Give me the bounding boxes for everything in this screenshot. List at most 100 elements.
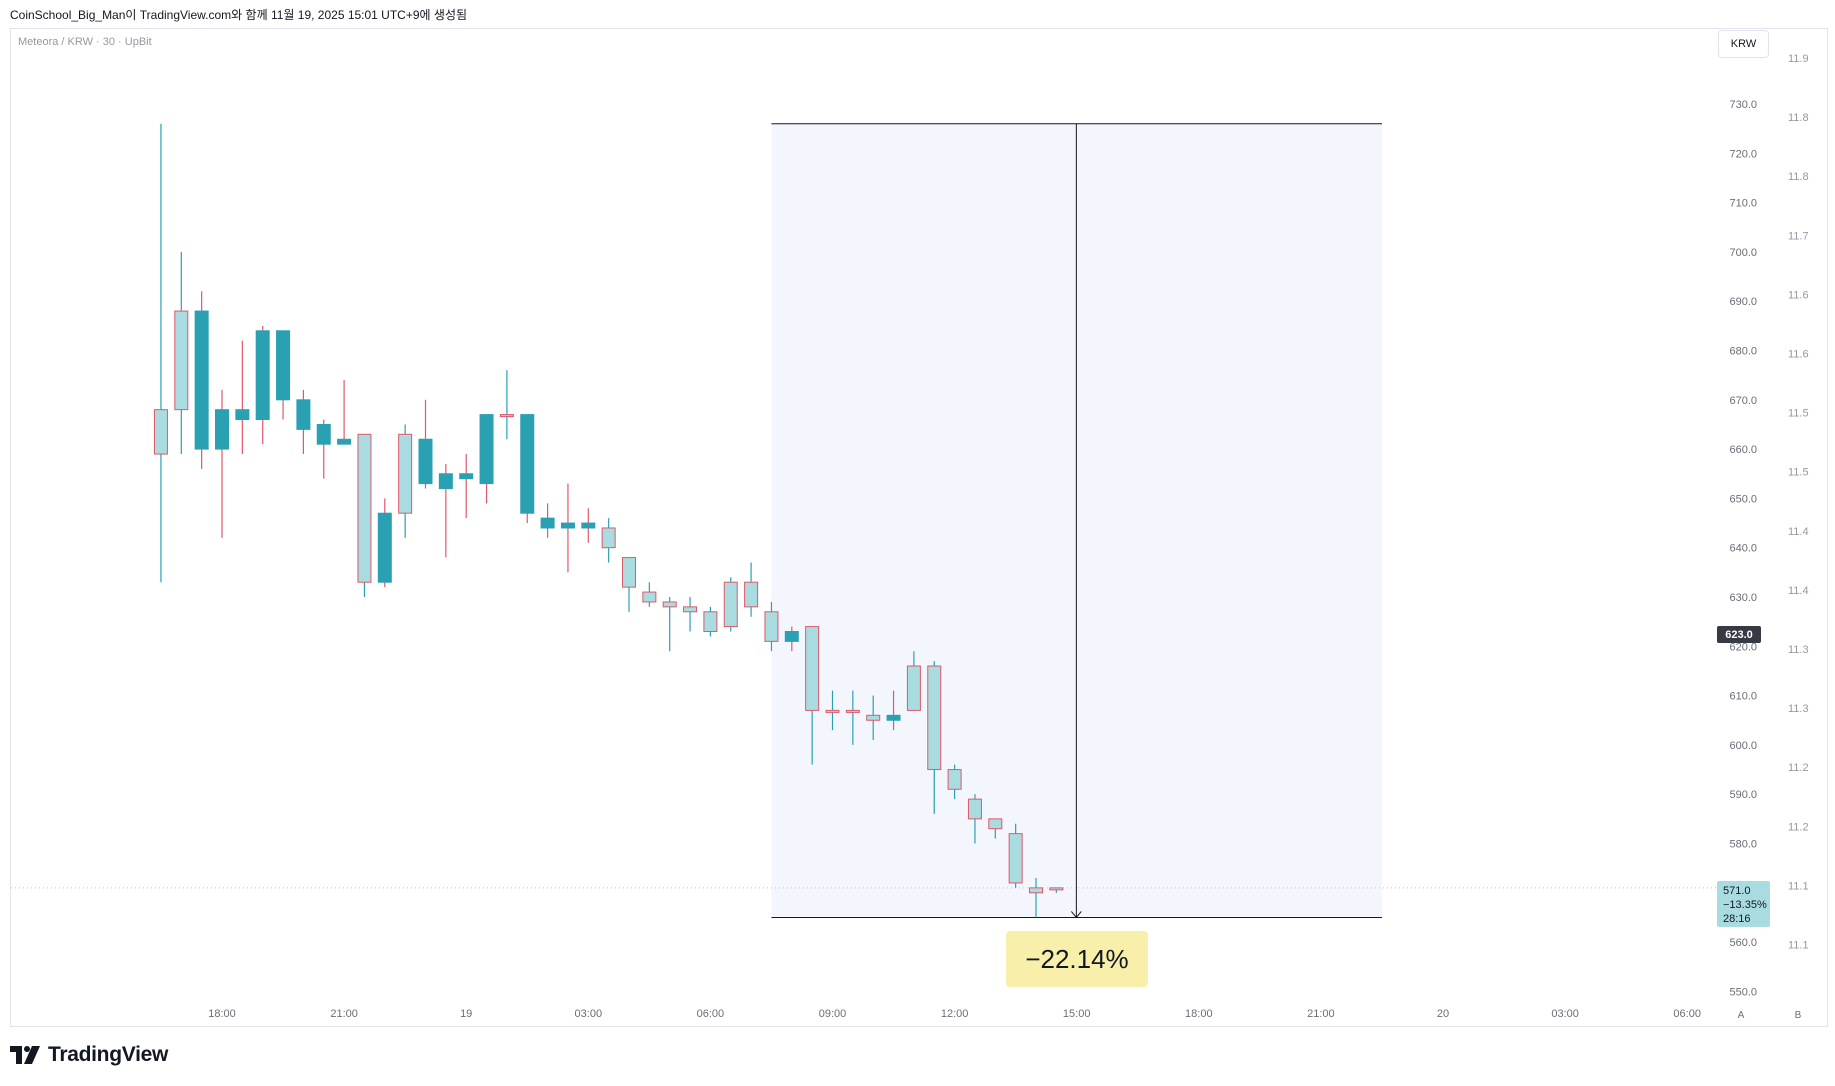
candle-body xyxy=(479,414,494,485)
price-axis[interactable]: 730.0 720.0 710.0 700.0 690.0 680.0 670.0 660.0… xyxy=(1729,99,1757,998)
candle-body xyxy=(622,557,636,588)
log-tick-label: 11.2 xyxy=(1788,821,1809,833)
candle xyxy=(825,690,840,731)
last-price-label: 571.0 −13.35% 28:16 xyxy=(1717,881,1770,927)
candle xyxy=(866,695,881,740)
candle xyxy=(805,626,820,765)
candle-body xyxy=(459,473,474,480)
candle xyxy=(886,690,901,731)
x-tick-label: 03:00 xyxy=(575,1008,603,1020)
candle xyxy=(662,597,677,652)
y-tick-label: 590.0 xyxy=(1729,789,1757,801)
candle-body xyxy=(438,473,453,490)
y-tick-label: 630.0 xyxy=(1729,592,1757,604)
x-tick-label: 03:00 xyxy=(1551,1008,1579,1020)
log-tick-label: 11.3 xyxy=(1788,644,1809,656)
x-tick-label: 09:00 xyxy=(819,1008,847,1020)
candle xyxy=(499,370,514,440)
measure-tool[interactable] xyxy=(11,123,1716,919)
candle xyxy=(459,454,474,519)
candle-body xyxy=(377,512,392,583)
candle-body xyxy=(255,330,270,421)
y-tick-label: 670.0 xyxy=(1729,395,1757,407)
symbol-label: Meteora / KRW · 30 · UpBit xyxy=(18,36,152,48)
chart-frame[interactable] xyxy=(10,28,1828,1027)
candle xyxy=(764,601,779,652)
log-tick-label: 11.5 xyxy=(1788,408,1809,420)
candle-body xyxy=(967,798,982,820)
candle-body xyxy=(662,601,677,608)
y-tick-label: 650.0 xyxy=(1729,493,1757,505)
x-tick-label: 19 xyxy=(460,1008,472,1020)
candle xyxy=(357,433,372,597)
candle xyxy=(642,582,657,607)
candle xyxy=(438,463,453,558)
measure-percent-label: −22.14% xyxy=(1006,931,1148,987)
x-tick-label: 15:00 xyxy=(1063,1008,1091,1020)
auto-scale-button[interactable]: A xyxy=(1737,1009,1745,1021)
candle-body xyxy=(947,769,962,790)
candle-body xyxy=(560,522,575,529)
candle xyxy=(1029,878,1043,918)
x-tick-label: 18:00 xyxy=(208,1008,236,1020)
log-tick-label: 11.5 xyxy=(1788,467,1809,479)
y-tick-label: 600.0 xyxy=(1729,740,1757,752)
candle xyxy=(215,389,229,538)
measure-arrow-head xyxy=(1070,911,1082,919)
candle xyxy=(581,508,596,543)
candle-body xyxy=(886,714,901,721)
candle-body xyxy=(499,414,514,418)
candle-series xyxy=(153,123,1064,918)
time-axis[interactable]: 18:00 21:00 19 03:00 06:00 09:00 12:00 15:00 18:… xyxy=(208,1008,1701,1020)
candle-body xyxy=(235,409,250,421)
y-tick-label: 610.0 xyxy=(1729,691,1757,703)
log-tick-label: 11.1 xyxy=(1788,880,1809,892)
candle-body xyxy=(805,626,820,711)
log-scale-button[interactable]: B xyxy=(1794,1009,1802,1021)
y-tick-label: 690.0 xyxy=(1729,296,1757,308)
candle xyxy=(296,389,311,455)
tradingview-logo[interactable]: TradingView xyxy=(10,1043,168,1067)
candle xyxy=(967,794,982,844)
candle-body xyxy=(723,581,738,628)
x-tick-label: 21:00 xyxy=(330,1008,358,1020)
candle-body xyxy=(398,433,413,514)
log-axis: 11.9 11.8 11.8 11.7 11.6 11.6 11.5 11.5 11.4 11.4… xyxy=(1788,53,1809,952)
candle-body xyxy=(703,611,718,633)
candle-body xyxy=(866,714,881,721)
candle xyxy=(377,498,392,588)
candle xyxy=(174,251,189,455)
y-tick-label: 720.0 xyxy=(1729,148,1757,160)
chart-caption: CoinSchool_Big_Man이 TradingView.com와 함께 … xyxy=(10,8,468,22)
x-tick-label: 20 xyxy=(1437,1008,1449,1020)
candle xyxy=(235,340,250,455)
candle-body xyxy=(316,423,331,445)
currency-badge[interactable]: KRW xyxy=(1718,30,1769,58)
candle-body xyxy=(1049,887,1064,891)
candle xyxy=(276,330,291,420)
candle xyxy=(927,661,942,814)
candle-body xyxy=(784,631,799,642)
last-price-change: −13.35% xyxy=(1723,899,1767,911)
y-tick-label: 680.0 xyxy=(1729,346,1757,358)
candle xyxy=(255,325,270,445)
candle xyxy=(560,483,575,573)
candle xyxy=(337,380,352,445)
log-tick-label: 11.4 xyxy=(1788,585,1809,597)
candle-body xyxy=(296,399,311,430)
candle-body xyxy=(601,527,616,549)
candle xyxy=(744,562,759,617)
log-tick-label: 11.9 xyxy=(1788,53,1809,65)
log-tick-label: 11.1 xyxy=(1788,940,1809,952)
candle-body xyxy=(540,517,555,529)
candle xyxy=(906,651,921,711)
candle-body xyxy=(357,433,372,583)
candle-body xyxy=(153,409,168,455)
candle xyxy=(520,414,535,524)
candle-body xyxy=(764,611,779,642)
y-tick-label: 660.0 xyxy=(1729,444,1757,456)
candle xyxy=(784,626,799,652)
candle-body xyxy=(988,818,1003,830)
candle xyxy=(845,690,860,745)
